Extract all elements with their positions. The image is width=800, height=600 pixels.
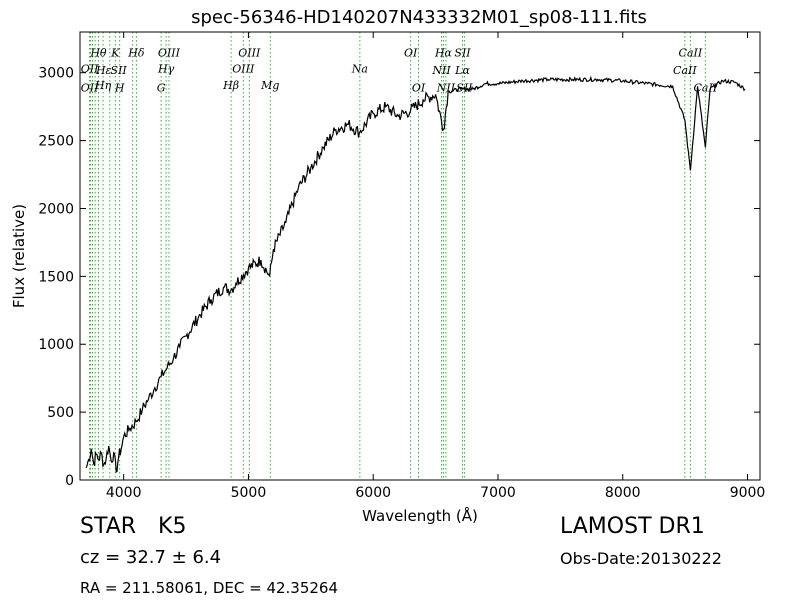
line-label: OIII xyxy=(158,46,181,59)
line-label: NII xyxy=(431,64,451,77)
line-label: H xyxy=(114,82,125,95)
line-label: Lα xyxy=(454,64,470,77)
line-label: OII xyxy=(81,82,99,95)
redshift-cz: cz = 32.7 ± 6.4 xyxy=(80,547,222,568)
chart-title: spec-56346-HD140207N433332M01_sp08-111.f… xyxy=(191,7,647,28)
line-label: Hβ xyxy=(222,79,239,92)
x-axis-ticks: 4000 5000 6000 7000 8000 9000 xyxy=(106,32,765,501)
line-label: Hη xyxy=(94,79,112,92)
x-tick-label: 8000 xyxy=(605,485,641,501)
line-label: G xyxy=(157,82,166,95)
line-label: OI xyxy=(412,82,426,95)
emission-line-markers xyxy=(89,32,706,480)
x-tick-label: 4000 xyxy=(106,485,142,501)
y-tick-label: 2000 xyxy=(38,201,74,217)
line-label: Na xyxy=(351,63,368,76)
object-type: STAR xyxy=(80,514,137,539)
line-label: Hε xyxy=(95,64,112,77)
line-label: CaII xyxy=(694,82,718,95)
x-tick-label: 6000 xyxy=(355,485,391,501)
line-label: Hα xyxy=(434,46,453,59)
survey-name: LAMOST DR1 xyxy=(560,514,705,539)
line-label: OIII xyxy=(238,46,261,59)
line-label: Hθ xyxy=(89,46,107,59)
plot-frame xyxy=(79,31,761,481)
y-tick-label: 2500 xyxy=(38,134,74,150)
line-label: CaII xyxy=(673,64,697,77)
y-tick-label: 1500 xyxy=(38,269,74,285)
line-label: SII xyxy=(111,64,128,77)
y-axis-label: Flux (relative) xyxy=(10,204,28,308)
y-tick-label: 500 xyxy=(47,405,74,421)
object-subclass: K5 xyxy=(158,514,187,539)
line-label: OIII xyxy=(232,63,255,76)
spectrum-line xyxy=(85,75,746,473)
line-label: K xyxy=(110,46,120,59)
x-tick-label: 9000 xyxy=(730,485,766,501)
x-axis-label: Wavelength (Å) xyxy=(362,506,478,525)
y-tick-label: 0 xyxy=(65,473,74,489)
line-label: OI xyxy=(404,46,418,59)
line-label: SII xyxy=(454,46,471,59)
y-tick-label: 3000 xyxy=(38,66,74,82)
x-tick-label: 5000 xyxy=(231,485,267,501)
y-axis-ticks: 0 500 1000 1500 2000 2500 3000 xyxy=(38,66,760,489)
y-tick-label: 1000 xyxy=(38,337,74,353)
line-label: Mg xyxy=(260,79,279,92)
line-label: CaII xyxy=(679,46,703,59)
line-label: Hδ xyxy=(127,46,145,59)
observation-date: Obs-Date:20130222 xyxy=(560,549,722,568)
x-tick-label: 7000 xyxy=(480,485,516,501)
line-label: NII xyxy=(436,82,456,95)
coordinates-radec: RA = 211.58061, DEC = 42.35264 xyxy=(80,579,339,597)
line-label: Hγ xyxy=(157,63,175,76)
object-classification: STAR K5 xyxy=(80,514,186,539)
